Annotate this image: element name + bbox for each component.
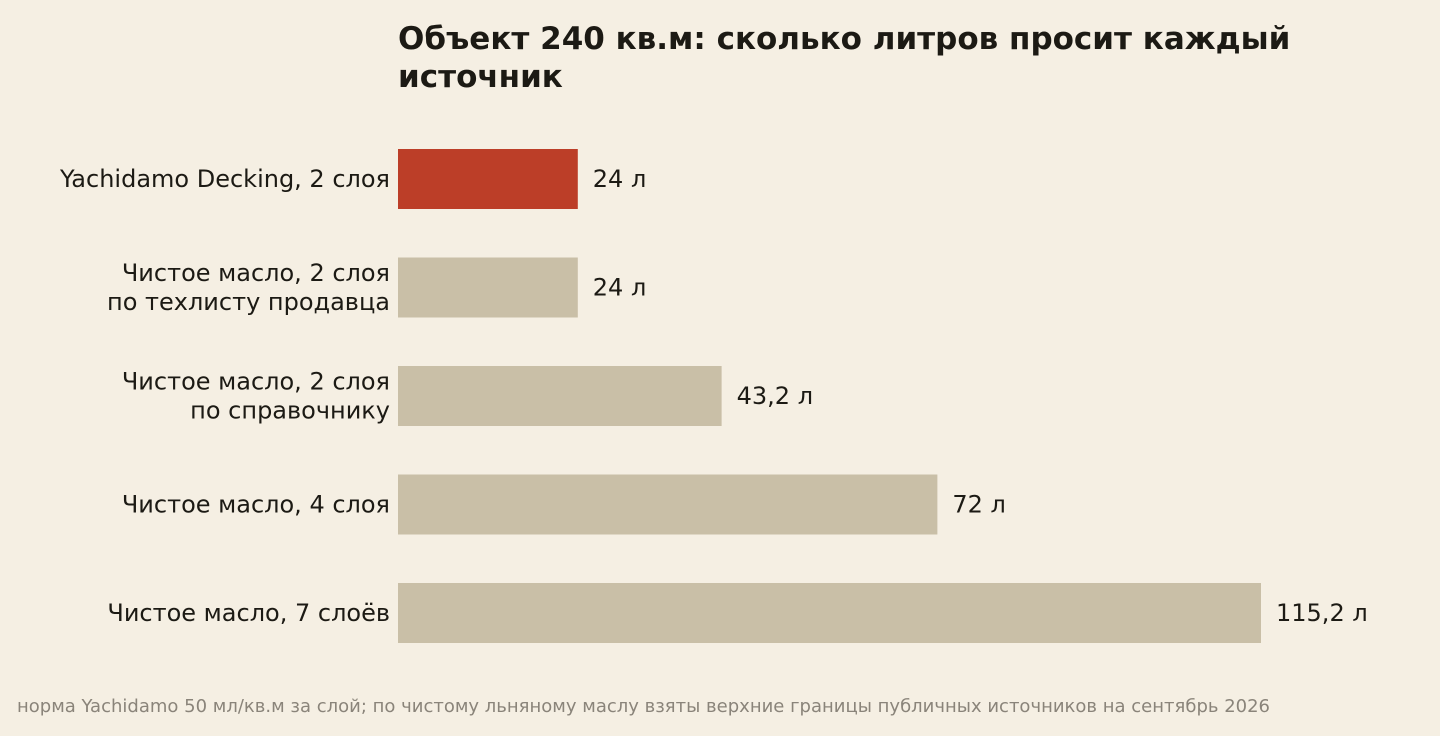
value-label-1: 24 л [593, 274, 647, 302]
category-label-3: Чистое масло, 4 слоя [122, 491, 390, 519]
value-label-2: 43,2 л [737, 382, 813, 410]
category-labels-group: Yachidamo Decking, 2 слоя Чистое масло, 2… [59, 165, 390, 627]
category-label-0: Yachidamo Decking, 2 слоя [59, 165, 390, 193]
bar-3 [398, 474, 938, 535]
value-label-0: 24 л [593, 165, 647, 193]
bar-4 [398, 583, 1261, 643]
category-label-1-line-0: Чистое масло, 2 слоя [122, 259, 390, 287]
bar-1 [398, 257, 578, 318]
bar-0 [398, 149, 578, 209]
value-labels-group: 24 л 24 л 43,2 л 72 л 115,2 л [593, 165, 1368, 627]
category-label-2-line-1: по справочнику [190, 397, 390, 425]
footnote: норма Yachidamo 50 мл/кв.м за слой; по ч… [17, 696, 1271, 717]
bar-2 [398, 366, 722, 426]
category-label-2-line-0: Чистое масло, 2 слоя [122, 368, 390, 396]
chart-title: Объект 240 кв.м: сколько литров просит к… [398, 21, 1291, 95]
value-label-4: 115,2 л [1276, 599, 1368, 627]
category-label-1-line-1: по техлисту продавца [107, 288, 390, 316]
category-label-4: Чистое масло, 7 слоёв [107, 599, 390, 627]
value-label-3: 72 л [952, 491, 1006, 519]
bars-group [398, 149, 1261, 643]
